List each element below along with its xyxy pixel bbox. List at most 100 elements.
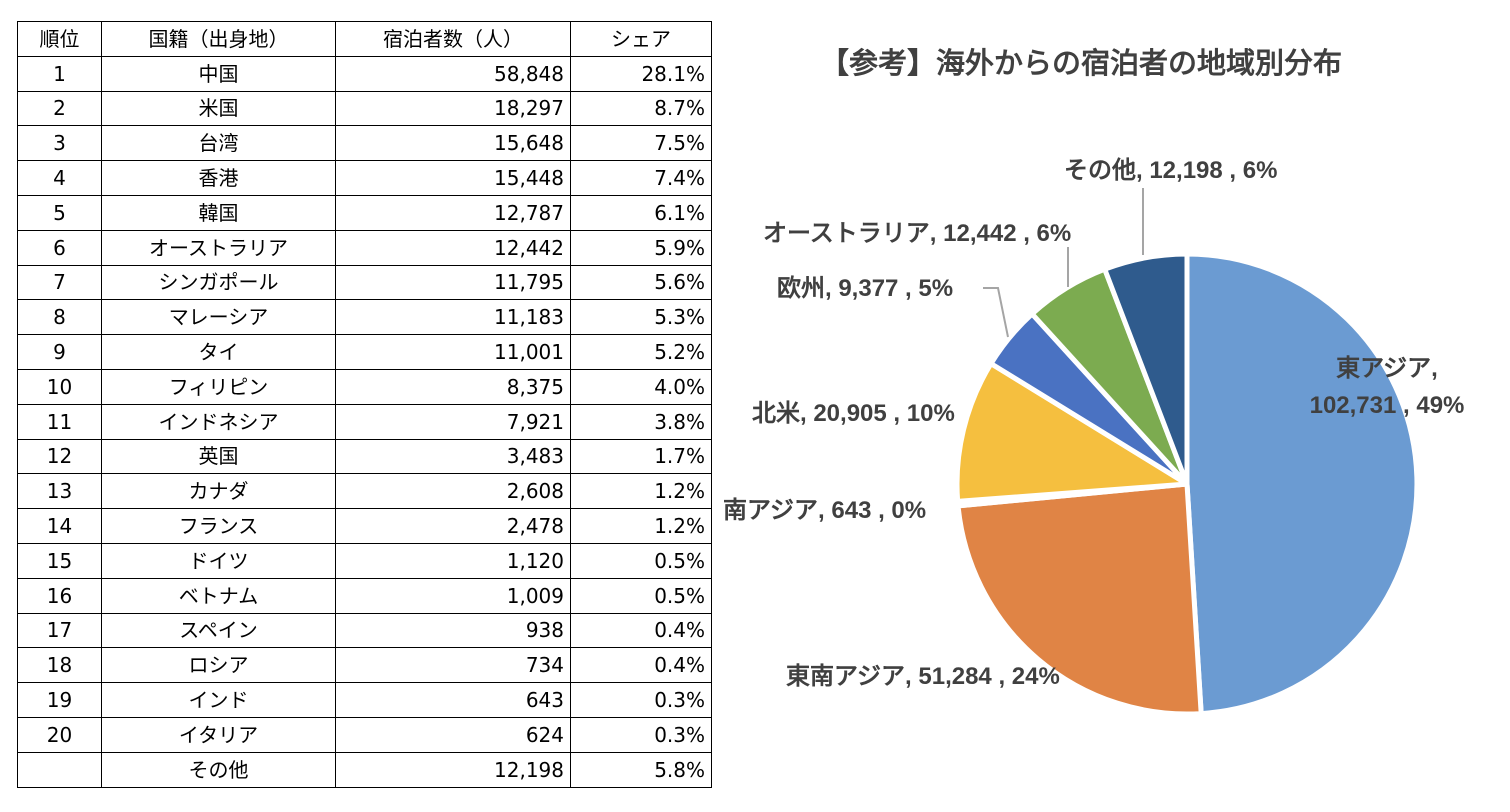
table-row: 6 オーストラリア 12,442 5.9% [17, 229, 712, 266]
cell-share: 28.1% [570, 55, 712, 92]
cell-rank: 5 [17, 194, 102, 231]
cell-share: 1.7% [570, 438, 712, 475]
data-label-4: 欧州, 9,377 , 5% [777, 274, 953, 302]
cell-rank: 19 [17, 682, 102, 718]
cell-rank: 4 [17, 160, 102, 196]
cell-rank: 17 [17, 612, 102, 649]
cell-guests: 2,478 [335, 508, 571, 544]
header-share: シェア [570, 21, 712, 57]
cell-rank: 12 [17, 438, 102, 475]
cell-country: カナダ [101, 473, 336, 510]
cell-country: 英国 [101, 438, 336, 475]
table-row: 20 イタリア 624 0.3% [17, 716, 712, 753]
cell-guests: 11,795 [335, 264, 571, 301]
cell-share: 7.4% [570, 160, 712, 196]
cell-share: 3.8% [570, 403, 712, 440]
cell-country: オーストラリア [101, 229, 336, 266]
cell-guests: 58,848 [335, 55, 571, 92]
data-label-1: 東南アジア, 51,284 , 24% [786, 663, 1060, 690]
cell-share: 7.5% [570, 125, 712, 162]
cell-share: 5.3% [570, 299, 712, 336]
cell-country: インドネシア [101, 403, 336, 440]
cell-rank [17, 751, 102, 788]
cell-rank: 10 [17, 368, 102, 405]
pie-labels: 東アジア, 102,731 , 49% 東南アジア, 51,284 , 24% 南アジ… [723, 157, 1464, 690]
cell-guests: 12,442 [335, 229, 571, 266]
cell-share: 0.3% [570, 682, 712, 718]
cell-share: 4.0% [570, 368, 712, 405]
cell-guests: 1,009 [335, 577, 571, 614]
cell-guests: 11,183 [335, 299, 571, 336]
cell-guests: 1,120 [335, 542, 571, 579]
cell-guests: 12,198 [335, 751, 571, 788]
cell-rank: 14 [17, 508, 102, 544]
data-label-6: その他, 12,198 , 6% [1064, 157, 1277, 184]
table-row: 18 ロシア 734 0.4% [17, 647, 712, 684]
data-label-2: 南アジア, 643 , 0% [723, 497, 926, 524]
cell-country: フィリピン [101, 368, 336, 405]
cell-country: インド [101, 682, 336, 718]
table-row: 12 英国 3,483 1.7% [17, 438, 712, 475]
header-rank: 順位 [17, 21, 102, 57]
cell-share: 5.9% [570, 229, 712, 266]
table-row: 14 フランス 2,478 1.2% [17, 508, 712, 544]
leader-lines [983, 188, 1144, 338]
pie-slices [954, 251, 1420, 717]
table-row: 7 シンガポール 11,795 5.6% [17, 264, 712, 301]
pie-slice-6 [1102, 251, 1190, 487]
cell-rank: 2 [17, 90, 102, 127]
cell-guests: 643 [335, 682, 571, 718]
cell-guests: 11,001 [335, 334, 571, 370]
cell-share: 5.2% [570, 334, 712, 370]
cell-guests: 15,648 [335, 125, 571, 162]
cell-rank: 18 [17, 647, 102, 684]
data-label-0-line-0: 東アジア, [1336, 355, 1438, 382]
cell-rank: 11 [17, 403, 102, 440]
cell-share: 8.7% [570, 90, 712, 127]
cell-share: 5.6% [570, 264, 712, 301]
cell-share: 6.1% [570, 194, 712, 231]
cell-country: 米国 [101, 90, 336, 127]
table-row: 10 フィリピン 8,375 4.0% [17, 368, 712, 405]
cell-country: シンガポール [101, 264, 336, 301]
table-row: 17 スペイン 938 0.4% [17, 612, 712, 649]
table-row: 5 韓国 12,787 6.1% [17, 194, 712, 231]
table-row: 3 台湾 15,648 7.5% [17, 125, 712, 162]
cell-guests: 3,483 [335, 438, 571, 475]
header-country: 国籍（出身地） [101, 21, 336, 57]
cell-country: マレーシア [101, 299, 336, 336]
cell-rank: 13 [17, 473, 102, 510]
table-row: 13 カナダ 2,608 1.2% [17, 473, 712, 510]
cell-share: 1.2% [570, 473, 712, 510]
table-row: 9 タイ 11,001 5.2% [17, 334, 712, 370]
table-body: 1 中国 58,848 28.1% 2 米国 18,297 8.7% 3 台湾 15,648 7.5%… [17, 55, 712, 788]
table-row: 2 米国 18,297 8.7% [17, 90, 712, 127]
cell-rank: 8 [17, 299, 102, 336]
cell-share: 0.4% [570, 612, 712, 649]
chart-title: 【参考】海外からの宿泊者の地域別分布 [820, 46, 1343, 80]
cell-guests: 7,921 [335, 403, 571, 440]
table-row: 19 インド 643 0.3% [17, 682, 712, 718]
pie-slice-3 [954, 361, 1190, 504]
table-row: 11 インドネシア 7,921 3.8% [17, 403, 712, 440]
cell-share: 0.3% [570, 716, 712, 753]
cell-share: 0.4% [570, 647, 712, 684]
cell-guests: 2,608 [335, 473, 571, 510]
cell-country: 台湾 [101, 125, 336, 162]
table-row: その他 12,198 5.8% [17, 751, 712, 788]
cell-guests: 8,375 [335, 368, 571, 405]
cell-share: 0.5% [570, 542, 712, 579]
cell-share: 5.8% [570, 751, 712, 788]
table-header-row: 順位 国籍（出身地） 宿泊者数（人） シェア [17, 21, 712, 57]
table-row: 1 中国 58,848 28.1% [17, 55, 712, 92]
cell-rank: 6 [17, 229, 102, 266]
ranking-table: 順位 国籍（出身地） 宿泊者数（人） シェア 1 中国 58,848 28.1% 2 米国… [17, 21, 712, 788]
cell-rank: 15 [17, 542, 102, 579]
table-row: 8 マレーシア 11,183 5.3% [17, 299, 712, 336]
cell-country: スペイン [101, 612, 336, 649]
pie-slice-0 [1184, 251, 1420, 717]
cell-rank: 9 [17, 334, 102, 370]
table-row: 4 香港 15,448 7.4% [17, 160, 712, 196]
leader-line-europe [983, 287, 1009, 338]
